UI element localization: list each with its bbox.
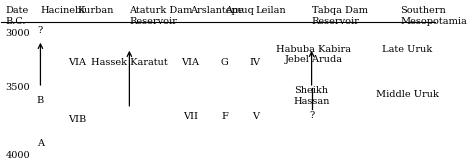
Text: VII: VII (182, 112, 198, 121)
Text: B: B (37, 96, 44, 105)
Text: G: G (221, 58, 228, 67)
Text: ?: ? (309, 111, 314, 120)
Text: VIB: VIB (68, 115, 86, 125)
Text: Hassek Karatut: Hassek Karatut (91, 58, 168, 67)
Text: ?: ? (38, 26, 43, 35)
Text: Leilan: Leilan (255, 6, 286, 15)
Text: Hacinebi: Hacinebi (40, 6, 85, 15)
Text: VIA: VIA (68, 58, 86, 67)
Text: Habuba Kabira
Jebel Aruda: Habuba Kabira Jebel Aruda (276, 44, 351, 64)
Text: 4000: 4000 (6, 151, 30, 160)
Text: VIA: VIA (181, 58, 199, 67)
Text: 3500: 3500 (6, 83, 30, 92)
Text: A: A (37, 140, 44, 148)
Text: Amuq: Amuq (225, 6, 254, 15)
Text: Arslantepe: Arslantepe (190, 6, 244, 15)
Text: Late Uruk: Late Uruk (382, 45, 432, 54)
Text: Ataturk Dam
Reservoir: Ataturk Dam Reservoir (129, 6, 193, 26)
Text: Sheikh
Hassan: Sheikh Hassan (293, 86, 330, 106)
Text: Date
B.C.: Date B.C. (6, 6, 29, 26)
Text: IV: IV (250, 58, 261, 67)
Text: V: V (252, 112, 259, 121)
Text: F: F (221, 112, 228, 121)
Text: Middle Uruk: Middle Uruk (375, 90, 438, 99)
Text: 3000: 3000 (6, 29, 30, 38)
Text: Tabqa Dam
Reservoir: Tabqa Dam Reservoir (311, 6, 368, 26)
Text: Kurban: Kurban (77, 6, 114, 15)
Text: Southern
Mesopotamia: Southern Mesopotamia (401, 6, 467, 26)
